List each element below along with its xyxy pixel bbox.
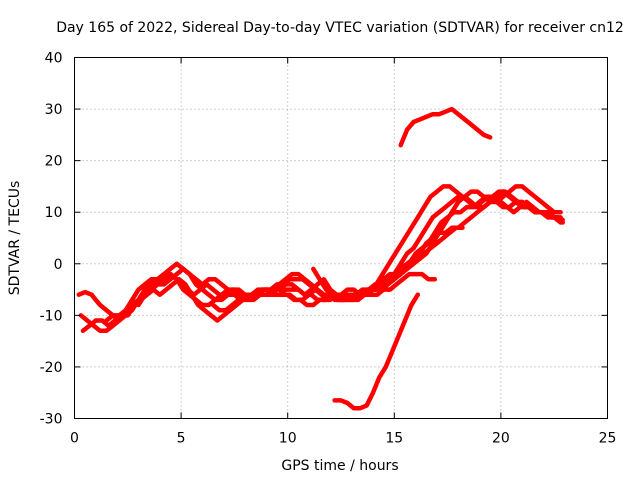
y-tick-label: 40 xyxy=(45,51,63,67)
x-tick-label: 20 xyxy=(492,431,510,447)
plot-frame xyxy=(74,57,608,419)
y-tick-label: -30 xyxy=(40,412,63,428)
x-axis-label: GPS time / hours xyxy=(281,458,398,474)
x-tick-label: 5 xyxy=(177,431,186,447)
x-tick-label: 15 xyxy=(385,431,403,447)
x-tick-label: 25 xyxy=(599,431,617,447)
y-tick-label: -10 xyxy=(40,308,63,324)
chart-title: Day 165 of 2022, Sidereal Day-to-day VTE… xyxy=(56,20,624,36)
y-tick-label: 30 xyxy=(45,102,63,118)
y-tick-label: 20 xyxy=(45,154,63,170)
y-axis-label: SDTVAR / TECUs xyxy=(7,181,23,296)
series-line-track-2 xyxy=(78,189,563,334)
series-line-track-9 xyxy=(332,292,421,411)
series-line-track-5 xyxy=(136,199,563,308)
series-line-track-7 xyxy=(311,266,438,303)
x-tick-label: 0 xyxy=(70,431,79,447)
x-tick-label: 10 xyxy=(279,431,297,447)
grid xyxy=(74,57,608,419)
y-tick-label: 0 xyxy=(54,257,63,273)
series-line-track-8 xyxy=(398,106,493,148)
y-tick-label: -20 xyxy=(40,360,63,376)
axis-ticks: 0 5 10 15 20 25 -30 -20 -10 0 10 20 30 40 xyxy=(40,51,617,447)
y-tick-label: 10 xyxy=(45,205,63,221)
series-layer xyxy=(76,106,565,411)
